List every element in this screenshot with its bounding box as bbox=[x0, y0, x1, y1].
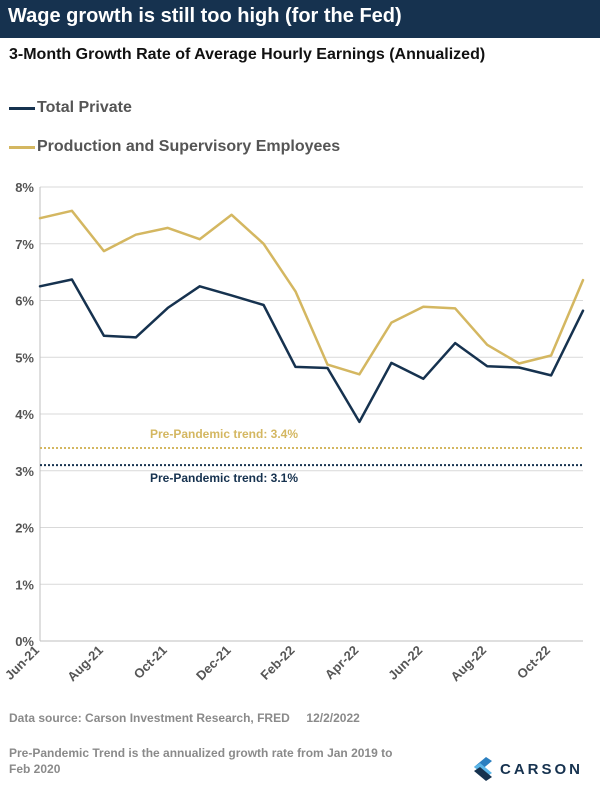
trend-footnote: Pre-Pandemic Trend is the annualized gro… bbox=[9, 746, 393, 776]
y-tick-label: 3% bbox=[15, 464, 34, 479]
legend-label-production: Production and Supervisory Employees bbox=[37, 138, 341, 155]
y-tick-label: 2% bbox=[15, 521, 34, 536]
x-tick-label: Apr-22 bbox=[322, 643, 362, 683]
line-chart: 0%1%2%3%4%5%6%7%8%Jun-21 Aug-21 Oct-21 Dec-… bbox=[2, 180, 585, 685]
reference-label-1: Pre-Pandemic trend: 3.1% bbox=[150, 471, 298, 485]
y-tick-label: 6% bbox=[15, 294, 34, 309]
x-tick-label: Oct-22 bbox=[514, 643, 553, 682]
x-tick-label: Oct-21 bbox=[131, 643, 170, 682]
x-tick-label: Jun-22 bbox=[385, 643, 425, 683]
logo-text: CARSON bbox=[500, 761, 584, 778]
carson-logo: CARSON bbox=[472, 757, 590, 785]
x-tick-label: Dec-21 bbox=[193, 643, 234, 684]
y-tick-label: 1% bbox=[15, 577, 34, 592]
header-bar: Wage growth is still too high (for the F… bbox=[0, 0, 600, 38]
data-source-note: Data source: Carson Investment Research,… bbox=[9, 711, 360, 725]
legend-swatch-production bbox=[9, 146, 35, 149]
chart-title: 3-Month Growth Rate of Average Hourly Ea… bbox=[9, 46, 486, 63]
y-tick-label: 5% bbox=[15, 350, 34, 365]
reference-label-0: Pre-Pandemic trend: 3.4% bbox=[150, 427, 298, 441]
y-tick-label: 8% bbox=[15, 180, 34, 195]
x-tick-label: Feb-22 bbox=[257, 643, 297, 683]
series-line-total-private bbox=[38, 278, 585, 424]
y-tick-label: 4% bbox=[15, 407, 34, 422]
carson-chevron-icon bbox=[474, 757, 492, 781]
legend-label-total-private: Total Private bbox=[37, 99, 132, 116]
page-title: Wage growth is still too high (for the F… bbox=[8, 5, 402, 27]
legend-swatch-total-private bbox=[9, 107, 35, 110]
x-tick-label: Aug-22 bbox=[448, 643, 490, 685]
x-tick-label: Aug-21 bbox=[64, 643, 106, 685]
y-tick-label: 7% bbox=[15, 237, 34, 252]
y-tick-label: 0% bbox=[15, 634, 34, 649]
series-line-production bbox=[38, 209, 585, 376]
